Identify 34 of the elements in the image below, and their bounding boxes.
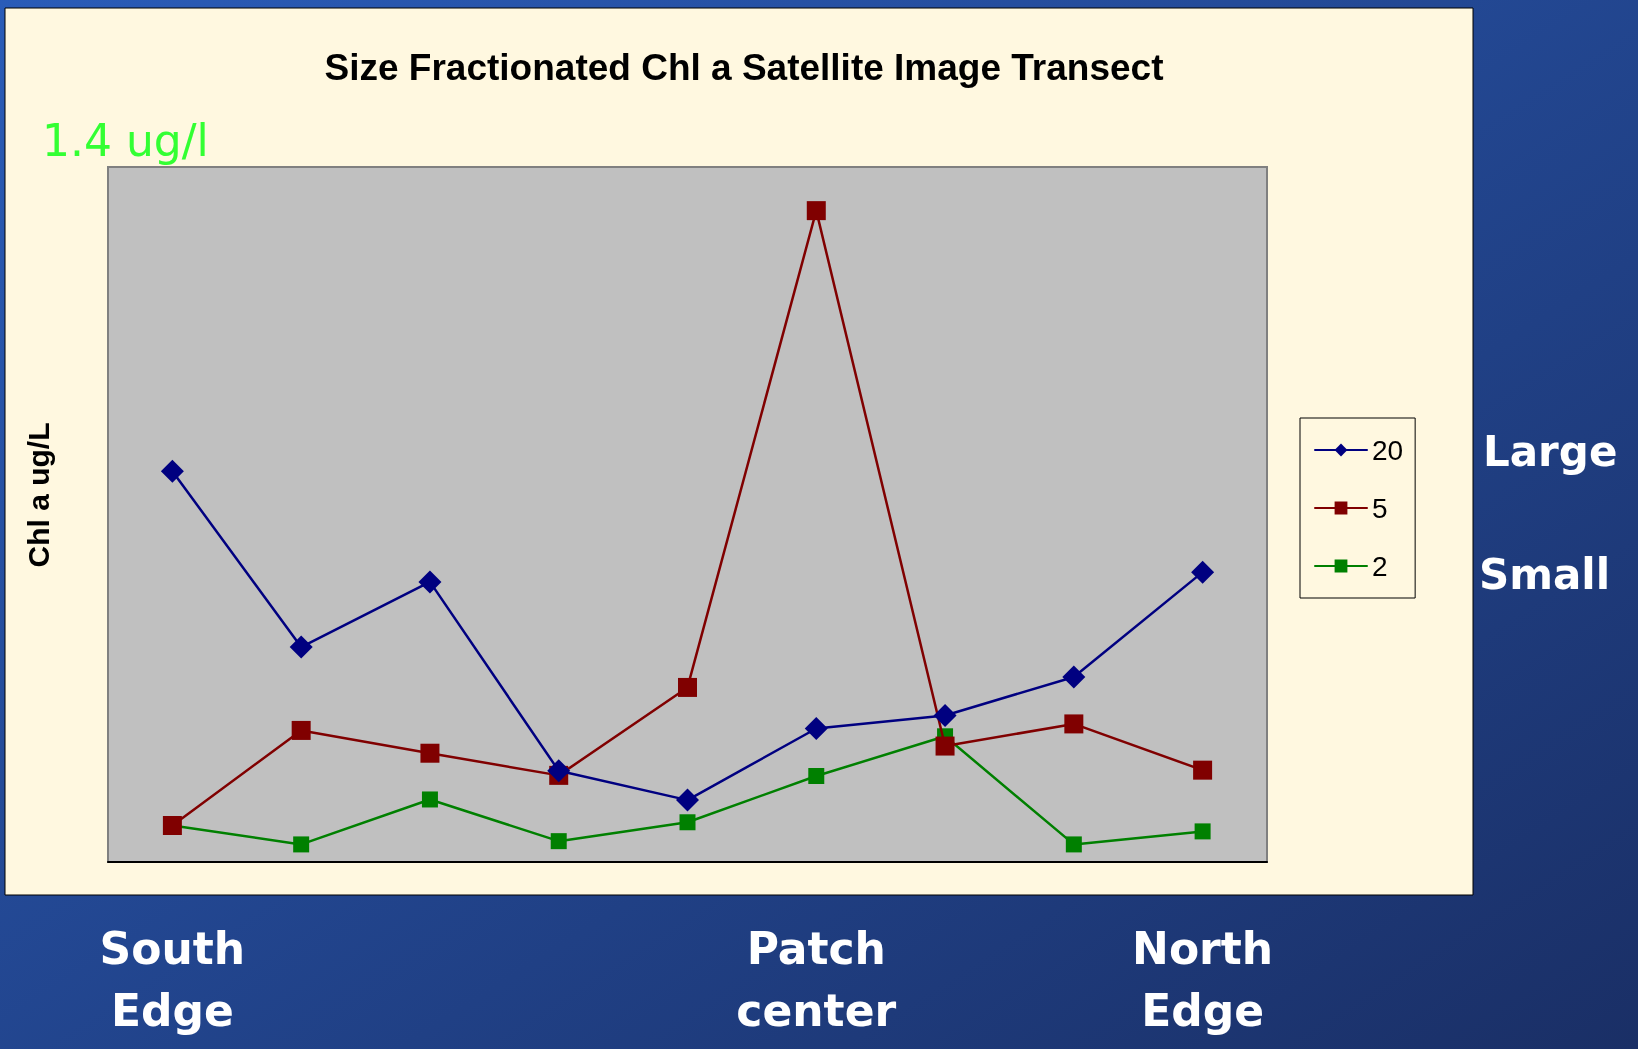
point	[676, 788, 699, 812]
legend-label: 2	[1372, 550, 1388, 582]
point	[1062, 665, 1086, 689]
text: 1.4 ug/l	[42, 114, 209, 166]
chart-title: Size Fractionated Chl a Satellite Image Transect	[324, 47, 1164, 88]
x-tick-label: South Edge	[99, 922, 246, 1036]
point	[804, 716, 828, 740]
legend-label: 5	[1372, 492, 1388, 524]
point	[1064, 714, 1084, 734]
point	[1065, 836, 1082, 853]
text: Large	[1483, 426, 1618, 476]
legend-label: 20	[1372, 434, 1404, 466]
point	[420, 743, 440, 763]
point	[806, 201, 826, 221]
point	[1194, 823, 1211, 840]
point	[293, 836, 310, 853]
point	[550, 833, 567, 850]
x-tick-label: Patch center	[736, 922, 897, 1036]
point	[933, 703, 957, 727]
point	[1191, 560, 1215, 584]
point	[547, 759, 571, 783]
point	[289, 635, 313, 659]
y-axis-title: Chl a ug/L	[21, 422, 55, 568]
point	[678, 677, 697, 697]
text: Small	[1479, 549, 1611, 599]
point	[160, 459, 184, 483]
point	[935, 736, 955, 756]
point	[421, 791, 438, 808]
x-tick-label: North Edge	[1132, 922, 1274, 1036]
point	[291, 720, 311, 740]
point	[1193, 760, 1213, 780]
point	[808, 768, 825, 785]
point	[418, 570, 442, 594]
point	[679, 814, 696, 831]
